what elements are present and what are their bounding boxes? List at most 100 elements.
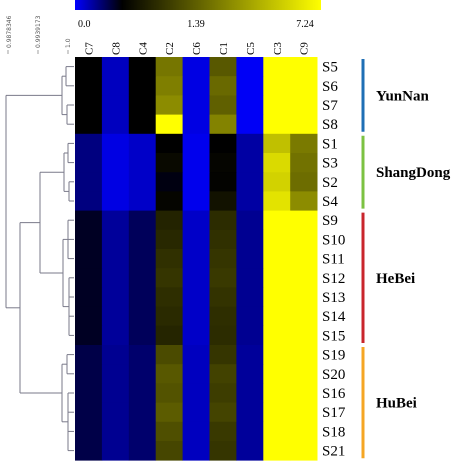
heatmap-cell xyxy=(236,95,264,115)
heatmap-cell xyxy=(128,402,157,423)
heatmap-cell xyxy=(236,364,264,384)
heatmap-cell xyxy=(75,229,103,250)
heatmap-cell xyxy=(155,114,183,135)
heatmap-cell xyxy=(101,421,130,442)
heatmap-cell xyxy=(182,268,210,288)
heatmap-cell xyxy=(290,287,318,307)
dendrogram-axis-label: 0.9878346 xyxy=(6,15,13,48)
heatmap-cell xyxy=(128,287,157,307)
heatmap-cell xyxy=(75,191,103,211)
heatmap-cell xyxy=(182,191,210,211)
heatmap-cell xyxy=(101,441,130,461)
heatmap-cell xyxy=(209,172,237,192)
heatmap-cell xyxy=(128,191,157,211)
heatmap-cell xyxy=(101,210,130,231)
heatmap-cell xyxy=(128,210,157,231)
heatmap-cell xyxy=(290,383,318,403)
heatmap-cell xyxy=(209,421,237,442)
heatmap-cell xyxy=(128,441,157,461)
color-bar-tick-label: 0.0 xyxy=(78,19,91,30)
row-label: S14 xyxy=(322,309,346,325)
heatmap-cell xyxy=(182,383,210,403)
heatmap-cell xyxy=(290,325,318,346)
heatmap-cell xyxy=(75,383,103,403)
heatmap-cell xyxy=(236,306,264,327)
row-label: S17 xyxy=(322,405,346,421)
heatmap-cell xyxy=(236,325,264,346)
heatmap-cell xyxy=(182,76,210,96)
heatmap-cell xyxy=(236,57,264,77)
row-label: S1 xyxy=(322,136,338,152)
row-label: S7 xyxy=(322,98,338,114)
heatmap-cell xyxy=(182,287,210,307)
dendrogram-axis-label: 1.0 xyxy=(65,38,72,48)
heatmap-cell xyxy=(128,133,157,154)
heatmap-cell xyxy=(75,268,103,288)
heatmap-cell xyxy=(75,249,103,269)
heatmap-cell xyxy=(290,441,318,461)
heatmap-cell xyxy=(101,153,130,173)
row-label: S15 xyxy=(322,328,345,344)
heatmap-cell xyxy=(182,441,210,461)
heatmap-cell xyxy=(75,441,103,461)
heatmap-cell xyxy=(182,249,210,269)
row-label: S20 xyxy=(322,367,345,383)
heatmap-cell xyxy=(263,95,291,115)
heatmap-cell xyxy=(128,364,157,384)
heatmap-cell xyxy=(101,191,130,211)
row-label: S5 xyxy=(322,60,338,76)
heatmap-cell xyxy=(263,441,291,461)
heatmap-cell xyxy=(101,364,130,384)
heatmap-cell xyxy=(209,402,237,423)
heatmap-cell xyxy=(101,229,130,250)
row-label: S11 xyxy=(322,252,345,268)
heatmap-cell xyxy=(101,325,130,346)
color-bar-tick-label: 7.24 xyxy=(296,19,314,30)
heatmap-cell xyxy=(290,306,318,327)
heatmap-cell xyxy=(236,172,264,192)
heatmap-cell xyxy=(209,268,237,288)
heatmap-cell xyxy=(209,229,237,250)
group-label: YunNan xyxy=(376,88,429,104)
column-label: C9 xyxy=(299,42,311,55)
row-label: S16 xyxy=(322,386,346,402)
heatmap-cell xyxy=(75,345,103,365)
heatmap-cell xyxy=(209,441,237,461)
row-label: S9 xyxy=(322,213,338,229)
heatmap-cell xyxy=(128,325,157,346)
heatmap-cell xyxy=(209,133,237,154)
row-label: S21 xyxy=(322,444,345,460)
heatmap-cell xyxy=(128,114,157,135)
row-label: S2 xyxy=(322,175,338,191)
heatmap-cell xyxy=(155,402,183,423)
heatmap-cell xyxy=(101,133,130,154)
heatmap-cell xyxy=(182,114,210,135)
row-label: S12 xyxy=(322,271,345,287)
heatmap-cell xyxy=(209,191,237,211)
heatmap-cell xyxy=(128,76,157,96)
heatmap-cell xyxy=(155,383,183,403)
heatmap-cell xyxy=(75,172,103,192)
heatmap-cell xyxy=(155,210,183,231)
heatmap-cell xyxy=(75,133,103,154)
heatmap-cell xyxy=(128,383,157,403)
heatmap-cell xyxy=(209,249,237,269)
heatmap-cell xyxy=(155,191,183,211)
heatmap-cell xyxy=(263,287,291,307)
heatmap-cell xyxy=(155,133,183,154)
heatmap-cell xyxy=(101,287,130,307)
heatmap-cell xyxy=(263,153,291,173)
heatmap-cell xyxy=(128,229,157,250)
heatmap-cell xyxy=(128,306,157,327)
heatmap-cell xyxy=(182,364,210,384)
heatmap-cell xyxy=(182,210,210,231)
column-label: C5 xyxy=(245,42,257,55)
heatmap-cell xyxy=(101,95,130,115)
heatmap-cell xyxy=(290,345,318,365)
color-bar xyxy=(75,0,321,10)
heatmap-cell xyxy=(236,402,264,423)
heatmap-cell xyxy=(263,229,291,250)
heatmap-cell xyxy=(290,421,318,442)
heatmap-cell xyxy=(128,249,157,269)
